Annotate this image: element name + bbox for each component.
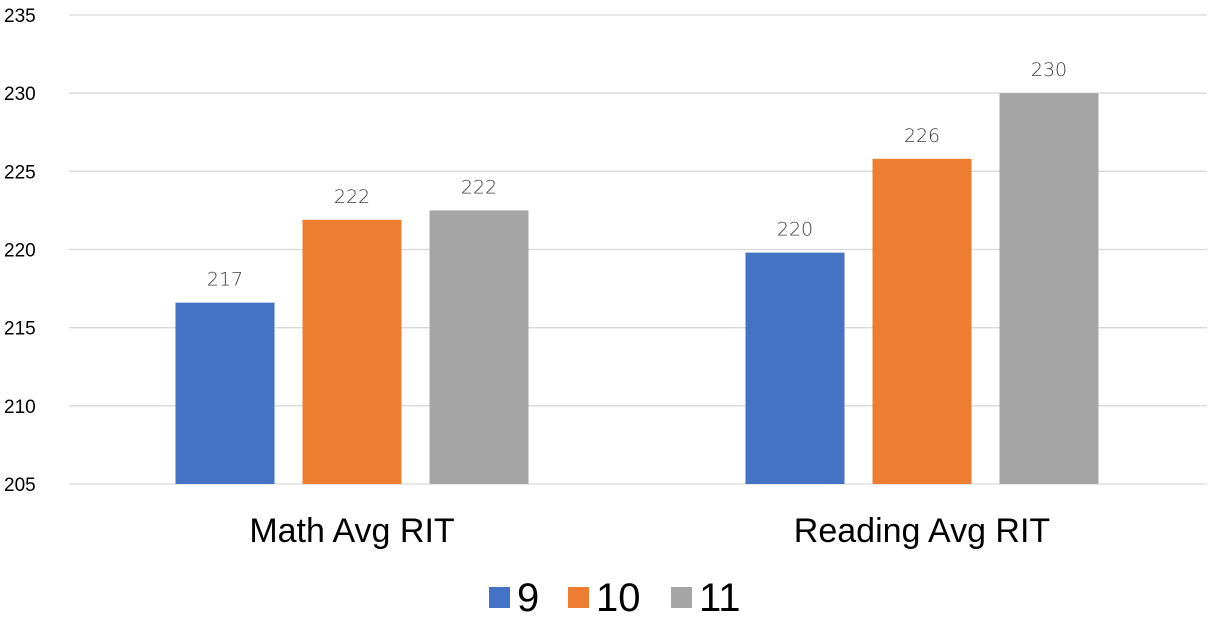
y-tick-label-210: 210 xyxy=(4,397,36,418)
y-axis-tick-labels: 205 210 215 220 225 230 235 xyxy=(4,6,36,496)
data-label-reading-avg-rit-series-9: 220 xyxy=(777,219,813,241)
y-tick-label-220: 220 xyxy=(4,241,36,262)
y-tick-label-230: 230 xyxy=(4,84,36,105)
legend-swatch-11 xyxy=(671,587,692,608)
legend-label-9: 9 xyxy=(517,576,539,617)
category-axis-labels: Math Avg RIT Reading Avg RIT xyxy=(249,512,1050,550)
bars xyxy=(175,93,1099,485)
legend: 9 10 11 xyxy=(489,576,741,617)
data-label-reading-avg-rit-series-11: 230 xyxy=(1031,59,1067,81)
data-labels: 217 222 222 220 226 230 xyxy=(207,59,1067,290)
bar-reading-avg-rit-series-11 xyxy=(999,93,1099,485)
bar-reading-avg-rit-series-9 xyxy=(745,252,845,484)
data-label-math-avg-rit-series-10: 222 xyxy=(334,186,370,208)
category-label-math-avg-rit: Math Avg RIT xyxy=(249,512,454,550)
data-label-reading-avg-rit-series-10: 226 xyxy=(904,125,940,147)
legend-swatch-10 xyxy=(568,587,589,608)
bar-reading-avg-rit-series-10 xyxy=(872,158,972,484)
y-tick-label-205: 205 xyxy=(4,475,36,496)
category-label-reading-avg-rit: Reading Avg RIT xyxy=(794,512,1050,550)
y-tick-label-235: 235 xyxy=(4,6,36,27)
bar-math-avg-rit-series-9 xyxy=(175,302,275,484)
y-tick-label-215: 215 xyxy=(4,319,36,340)
y-tick-label-225: 225 xyxy=(4,162,36,183)
data-label-math-avg-rit-series-9: 217 xyxy=(207,269,243,291)
legend-label-11: 11 xyxy=(699,576,741,617)
legend-swatch-9 xyxy=(489,587,510,608)
legend-label-10: 10 xyxy=(596,576,641,617)
bar-math-avg-rit-series-11 xyxy=(429,210,529,484)
bar-math-avg-rit-series-10 xyxy=(302,219,402,484)
data-label-math-avg-rit-series-11: 222 xyxy=(461,176,497,198)
